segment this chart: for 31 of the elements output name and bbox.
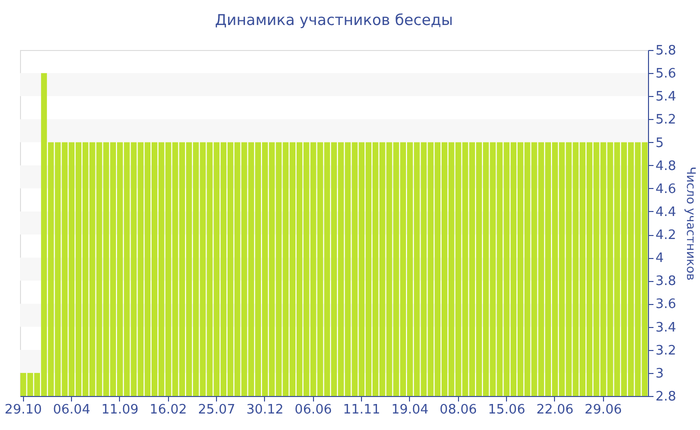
y-tick-label: 4 [656,251,664,266]
y-tick-label: 4.4 [656,204,676,220]
x-tick-label: 11.11 [343,402,380,418]
y-tick-label: 5.2 [656,112,676,128]
x-tick-label: 19.04 [391,402,429,418]
x-tick-label: 06.06 [294,402,332,418]
y-tick-label: 5.8 [656,44,676,58]
y-tick-label: 3.2 [656,343,676,358]
y-tick-label: 5.4 [656,90,676,105]
y-tick-label: 3 [656,366,664,382]
y-tick-label: 3.6 [656,297,676,312]
y-tick-label: 4.6 [656,182,676,197]
x-tick-label: 29.10 [4,402,42,418]
x-tick-label: 11.09 [101,402,139,418]
x-tick-label: 06.04 [53,402,90,418]
y-tick-label: 4.2 [656,228,676,244]
y-tick-label: 3.4 [656,320,676,336]
x-tick-label: 22.06 [536,402,574,418]
y-tick-label: 3.8 [656,274,676,290]
x-tick-label: 30.12 [246,402,284,418]
y-axis-title: Число участников [684,166,698,280]
y-tick-label: 5 [656,136,664,151]
x-tick-label: 15.06 [488,402,526,418]
y-tick-label: 4.8 [656,158,676,174]
y-tick-label: 2.8 [656,390,676,404]
x-tick-label: 16.02 [150,402,187,418]
y-tick-label: 5.6 [656,66,676,82]
x-tick-label: 29.06 [584,402,622,418]
x-tick-label: 08.06 [440,402,477,418]
x-tick-label: 25.07 [198,402,236,418]
chart-title: Динамика участников беседы [214,11,454,29]
